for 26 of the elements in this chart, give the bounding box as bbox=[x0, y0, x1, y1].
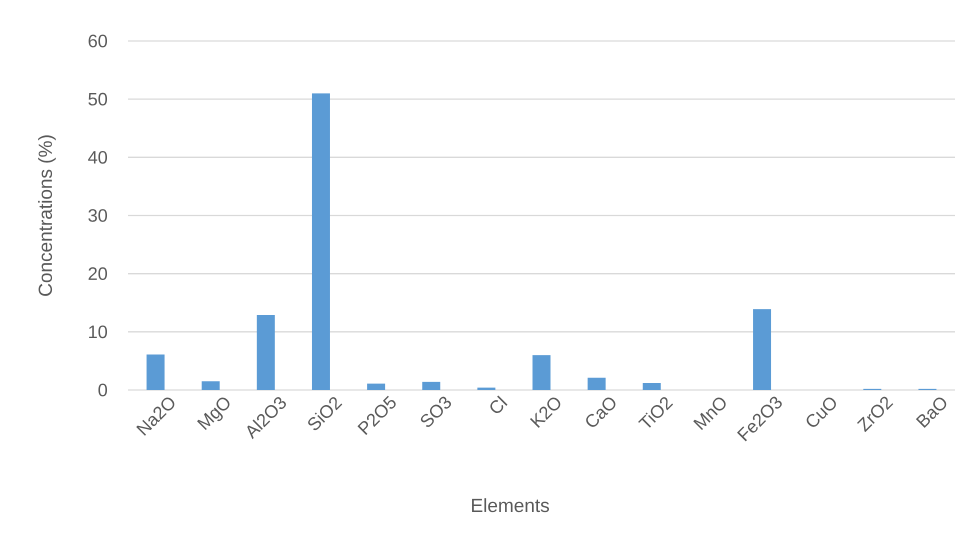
x-tick-label: BaO bbox=[916, 398, 946, 428]
x-axis-title: Elements bbox=[472, 498, 549, 512]
bar bbox=[367, 384, 386, 390]
y-axis-title: Concentrations (%) bbox=[38, 135, 56, 296]
y-tick-label: 60 bbox=[88, 34, 108, 48]
bar bbox=[642, 383, 661, 390]
bar bbox=[202, 381, 220, 390]
bar bbox=[532, 355, 551, 390]
x-tick-label: SO3 bbox=[420, 396, 451, 427]
bar bbox=[256, 314, 275, 390]
bar bbox=[588, 378, 606, 390]
x-tick-label: CuO bbox=[806, 398, 836, 427]
y-tick-label: 20 bbox=[88, 267, 108, 280]
x-tick-label: Cl bbox=[490, 395, 508, 413]
x-tick-label: TiO2 bbox=[638, 397, 674, 428]
bar bbox=[753, 309, 772, 390]
bar bbox=[312, 93, 330, 390]
bar bbox=[146, 354, 165, 390]
y-tick-label: 40 bbox=[88, 150, 108, 164]
x-tick-label: CaO bbox=[586, 398, 616, 427]
x-tick-label: K2O bbox=[530, 398, 560, 428]
y-tick-label: 0 bbox=[98, 384, 108, 396]
y-tick-label: 30 bbox=[88, 209, 108, 222]
bar bbox=[422, 382, 440, 390]
y-tick-label: 50 bbox=[88, 92, 108, 106]
y-tick-label: 10 bbox=[89, 325, 108, 338]
